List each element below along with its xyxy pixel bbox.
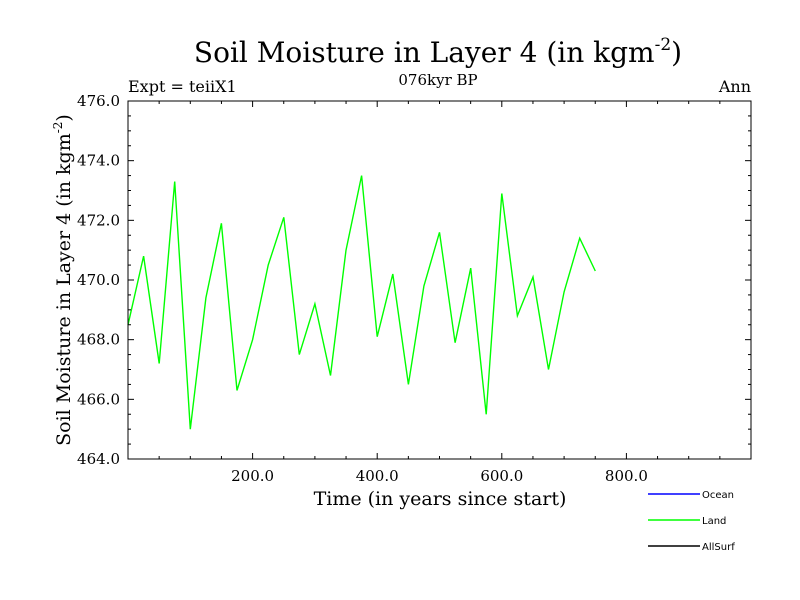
y-axis-label: Soil Moisture in Layer 4 (in kgm-2): [51, 114, 75, 446]
experiment-label: Expt = teiiX1: [128, 77, 237, 96]
legend-label-land: Land: [702, 516, 726, 527]
legend-label-ocean: Ocean: [702, 490, 734, 501]
y-tick-label: 472.0: [77, 211, 120, 229]
x-tick-label: 200.0: [231, 467, 274, 485]
y-tick-label: 468.0: [77, 331, 120, 349]
legend: Ocean Land AllSurf: [648, 490, 735, 553]
plot-area: [127, 175, 596, 430]
x-axis-label: Time (in years since start): [314, 488, 567, 510]
y-tick-label: 464.0: [77, 450, 120, 468]
x-tick-label: 800.0: [605, 467, 648, 485]
x-tick-label: 400.0: [356, 467, 399, 485]
y-tick-label: 466.0: [77, 390, 120, 408]
chart-subtitle: 076kyr BP: [398, 71, 477, 89]
series-line-land: [127, 175, 596, 430]
chart-title: Soil Moisture in Layer 4 (in kgm-2): [194, 35, 682, 69]
x-tick-label: 600.0: [480, 467, 523, 485]
axis-ticks: 464.0 466.0 468.0 470.0 472.0 474.0 476.0 200.0…: [77, 92, 751, 485]
plot-frame: [127, 100, 752, 460]
y-tick-label: 476.0: [77, 92, 120, 110]
y-tick-label: 470.0: [77, 271, 120, 289]
season-label: Ann: [718, 77, 751, 96]
legend-label-allsurf: AllSurf: [702, 542, 735, 553]
y-tick-label: 474.0: [77, 152, 120, 170]
